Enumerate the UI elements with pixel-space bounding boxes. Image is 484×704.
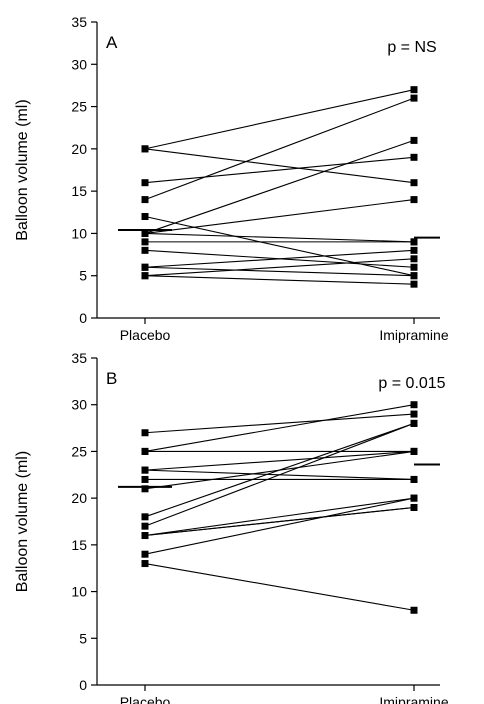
placebo-point xyxy=(141,229,149,237)
p-value-annotation: p = NS xyxy=(387,39,436,56)
placebo-point xyxy=(141,475,149,483)
subject-line xyxy=(144,89,415,150)
y-tick-label: 10 xyxy=(71,584,87,600)
y-tick-label: 15 xyxy=(71,537,87,553)
y-axis-label: Balloon volume (ml) xyxy=(14,99,31,240)
y-tick-label: 15 xyxy=(71,183,87,199)
placebo-point xyxy=(141,263,149,271)
subject-line xyxy=(144,258,415,277)
placebo-point xyxy=(141,238,149,246)
y-tick-label: 35 xyxy=(71,14,87,30)
placebo-point xyxy=(141,466,149,474)
imipramine-point xyxy=(410,255,418,263)
subject-line xyxy=(144,215,415,277)
x-category-label: Imipramine xyxy=(379,327,448,343)
imipramine-point xyxy=(410,94,418,102)
placebo-point xyxy=(141,272,149,280)
subject-line xyxy=(144,232,415,243)
placebo-point xyxy=(141,485,149,493)
panel-label: A xyxy=(106,33,118,52)
placebo-point xyxy=(141,532,149,540)
subject-line xyxy=(144,422,415,527)
y-axis-label: Balloon volume (ml) xyxy=(14,451,31,592)
p-value-annotation: p = 0.015 xyxy=(378,375,445,392)
subject-line xyxy=(144,422,415,518)
subject-line xyxy=(144,404,415,452)
placebo-point xyxy=(141,522,149,530)
y-tick-label: 5 xyxy=(79,268,87,284)
imipramine-point xyxy=(410,447,418,455)
imipramine-point xyxy=(410,401,418,409)
placebo-point xyxy=(141,145,149,153)
placebo-point xyxy=(141,196,149,204)
imipramine-point xyxy=(410,196,418,204)
y-tick-label: 20 xyxy=(71,490,87,506)
placebo-point xyxy=(141,447,149,455)
imipramine-point xyxy=(410,246,418,254)
x-category-label: Imipramine xyxy=(379,694,448,704)
y-tick-label: 0 xyxy=(79,677,87,693)
subject-line xyxy=(144,497,415,555)
placebo-point xyxy=(141,550,149,558)
y-tick-label: 0 xyxy=(79,310,87,326)
imipramine-point xyxy=(410,503,418,511)
y-tick-label: 25 xyxy=(71,443,87,459)
placebo-point xyxy=(141,179,149,187)
imipramine-point xyxy=(410,86,418,94)
placebo-point xyxy=(141,246,149,254)
subject-line xyxy=(144,450,415,471)
imipramine-point xyxy=(410,410,418,418)
imipramine-point xyxy=(410,272,418,280)
subject-line xyxy=(144,506,415,537)
subject-line xyxy=(144,413,415,434)
y-tick-label: 30 xyxy=(71,56,87,72)
subject-line xyxy=(144,563,415,611)
subject-line xyxy=(144,249,415,268)
placebo-point xyxy=(141,213,149,221)
imipramine-point xyxy=(410,494,418,502)
panel-b: 0 5 10 15 20 25 30 35 Placebo Imipramine Balloon v… xyxy=(14,350,449,704)
imipramine-point xyxy=(410,475,418,483)
panel-a: 0 5 10 15 20 25 30 35 Placebo Imipramine Balloon v… xyxy=(14,14,449,343)
y-tick-label: 30 xyxy=(71,397,87,413)
subject-line xyxy=(144,97,415,201)
panel-label: B xyxy=(106,369,117,388)
imipramine-point xyxy=(410,606,418,614)
y-tick-label: 35 xyxy=(71,350,87,366)
x-category-label: Placebo xyxy=(120,327,171,343)
imipramine-point xyxy=(410,153,418,161)
subject-line xyxy=(144,497,415,537)
imipramine-point xyxy=(410,136,418,144)
y-tick-label: 5 xyxy=(79,630,87,646)
placebo-point xyxy=(141,560,149,568)
subject-line xyxy=(144,139,415,234)
subject-line xyxy=(144,199,415,234)
y-tick-label: 25 xyxy=(71,99,87,115)
imipramine-point xyxy=(410,419,418,427)
imipramine-point xyxy=(410,263,418,271)
subject-line xyxy=(144,266,415,277)
placebo-point xyxy=(141,429,149,437)
y-tick-label: 10 xyxy=(71,225,87,241)
x-category-label: Placebo xyxy=(120,694,171,704)
placebo-point xyxy=(141,513,149,521)
imipramine-point xyxy=(410,238,418,246)
subject-line xyxy=(144,156,415,184)
subject-line xyxy=(144,148,415,184)
subject-line xyxy=(144,275,415,285)
imipramine-point xyxy=(410,179,418,187)
imipramine-point xyxy=(410,280,418,288)
y-tick-label: 20 xyxy=(71,141,87,157)
